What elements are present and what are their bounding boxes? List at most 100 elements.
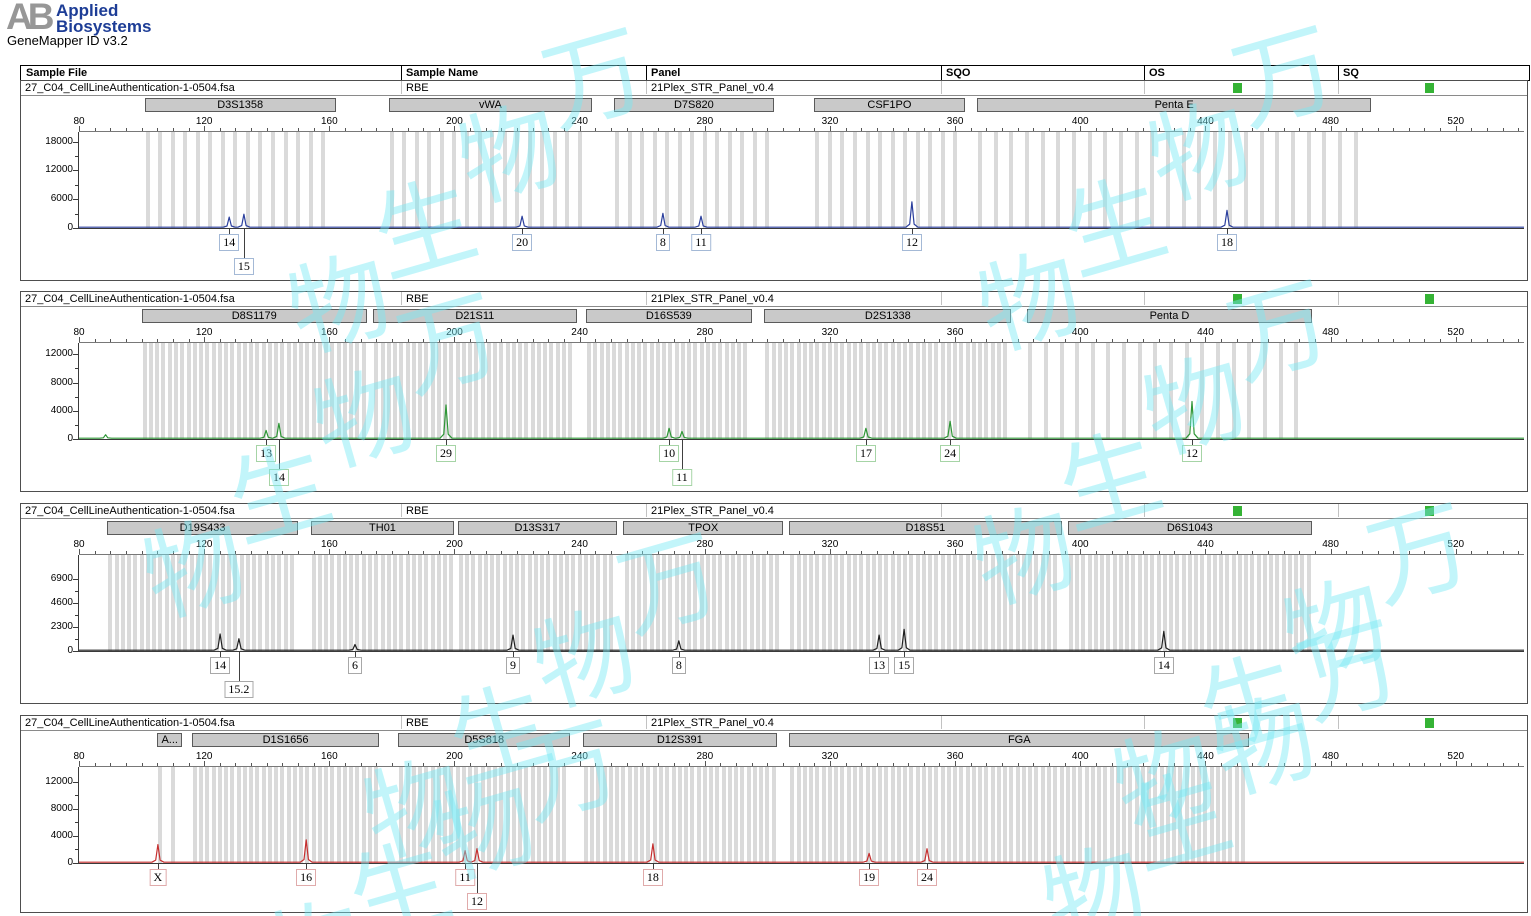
allele-bin-bar: [699, 555, 704, 651]
ruler-tick: [1205, 761, 1207, 766]
x-tick-label: 480: [1322, 327, 1339, 338]
allele-label[interactable]: 13: [869, 657, 890, 674]
ruler-tick: [485, 128, 487, 131]
sample-row[interactable]: 27_C04_CellLineAuthentication-1-0504.fsa…: [21, 716, 1527, 731]
allele-label[interactable]: 6: [347, 657, 362, 674]
allele-label[interactable]: 11: [455, 869, 475, 886]
allele-label[interactable]: 14: [219, 234, 240, 251]
allele-label[interactable]: 11: [691, 234, 711, 251]
allele-bin-bar: [953, 132, 958, 228]
electropherogram-trace[interactable]: [79, 767, 1524, 863]
allele-bin-bar: [821, 555, 826, 651]
ruler-tick: [1283, 763, 1285, 766]
allele-bin-bar: [827, 132, 832, 228]
allele-bin-bar: [261, 767, 266, 863]
allele-bin-bar: [405, 343, 410, 439]
allele-bin-bar: [721, 767, 726, 863]
allele-label[interactable]: 8: [655, 234, 670, 251]
allele-bin-bar: [195, 132, 200, 228]
allele-label[interactable]: 13: [256, 445, 277, 462]
allele-bin-bar: [230, 767, 235, 863]
allele-label[interactable]: 10: [659, 445, 680, 462]
allele-bin-bar: [978, 555, 983, 651]
allele-label[interactable]: 17: [855, 445, 876, 462]
allele-label[interactable]: 9: [505, 657, 520, 674]
allele-label[interactable]: 12: [1181, 445, 1202, 462]
allele-label[interactable]: 16: [296, 869, 317, 886]
allele-bin-bar: [1009, 767, 1014, 863]
allele-bin-bar: [355, 555, 360, 651]
allele-label[interactable]: 15.2: [224, 681, 254, 698]
x-tick-label: 400: [1071, 751, 1089, 762]
allele-label[interactable]: X: [149, 869, 167, 886]
y-tick: [73, 835, 78, 837]
ruler-tick: [1080, 549, 1082, 554]
allele-bin-bar: [249, 767, 254, 863]
marker-label: Penta D: [1027, 309, 1312, 323]
allele-label[interactable]: 15: [233, 258, 254, 275]
marker-label: D2S1338: [764, 309, 1012, 323]
allele-label[interactable]: 14: [210, 657, 231, 674]
allele-bin-bar: [762, 555, 767, 651]
allele-label[interactable]: 15: [894, 657, 915, 674]
allele-bin-bar: [590, 555, 595, 651]
ruler-tick: [1111, 551, 1113, 554]
allele-bin-bar: [549, 767, 554, 863]
column-divider: [941, 292, 942, 305]
ruler-tick: [157, 551, 159, 554]
ruler-tick: [829, 761, 831, 766]
allele-label[interactable]: 24: [940, 445, 961, 462]
allele-bin-bar: [220, 132, 225, 228]
allele-bin-bar: [1156, 555, 1161, 651]
allele-label[interactable]: 19: [859, 869, 880, 886]
allele-bin-bar: [1165, 767, 1170, 863]
allele-bin-bar: [640, 132, 645, 228]
x-tick-label: 360: [946, 751, 964, 762]
ruler-tick: [642, 339, 644, 342]
allele-label[interactable]: 12: [467, 893, 487, 910]
allele-label[interactable]: 29: [436, 445, 457, 462]
allele-bin-bar: [665, 767, 670, 863]
allele-label[interactable]: 18: [1217, 234, 1238, 251]
ruler-tick: [1048, 339, 1050, 342]
allele-bin-bar: [1337, 132, 1342, 228]
y-minor-tick: [75, 424, 78, 426]
sample-row[interactable]: 27_C04_CellLineAuthentication-1-0504.fsa…: [21, 81, 1527, 96]
allele-bin-bar: [330, 767, 335, 863]
allele-bin-bar: [705, 555, 710, 651]
electropherogram-trace[interactable]: [79, 555, 1524, 651]
allele-bin-bar: [195, 555, 200, 651]
ruler-tick: [204, 337, 206, 342]
allele-label[interactable]: 8: [671, 657, 686, 674]
x-axis-ruler: [79, 554, 1524, 555]
sample-row[interactable]: 27_C04_CellLineAuthentication-1-0504.fsa…: [21, 504, 1527, 519]
allele-label[interactable]: 14: [1153, 657, 1174, 674]
allele-label[interactable]: 14: [268, 469, 289, 486]
allele-label[interactable]: 18: [642, 869, 663, 886]
electropherogram-trace[interactable]: [79, 343, 1524, 439]
allele-bin-bar: [1291, 132, 1296, 228]
allele-bin-bar: [299, 343, 304, 439]
allele-bin-bar: [890, 343, 895, 439]
allele-bin-bar: [474, 343, 479, 439]
allele-bin-bar: [953, 767, 958, 863]
column-divider: [941, 66, 942, 80]
allele-bin-bar: [1072, 767, 1077, 863]
x-tick-label: 400: [1071, 116, 1089, 127]
allele-bin-bar: [953, 555, 958, 651]
ruler-tick: [1408, 339, 1410, 342]
ruler-tick: [845, 128, 847, 131]
allele-bin-bar: [1244, 555, 1249, 651]
allele-label[interactable]: 12: [901, 234, 922, 251]
sample-row[interactable]: 27_C04_CellLineAuthentication-1-0504.fsa…: [21, 292, 1527, 307]
ruler-tick: [188, 763, 190, 766]
ruler-tick: [955, 761, 957, 766]
allele-bin-bar: [928, 343, 933, 439]
allele-label[interactable]: 11: [672, 469, 692, 486]
allele-label[interactable]: 20: [512, 234, 533, 251]
marker-label: D3S1358: [144, 98, 336, 112]
allele-bin-bar: [749, 555, 754, 651]
x-tick-label: 120: [195, 327, 213, 338]
electropherogram-trace[interactable]: [79, 132, 1524, 228]
allele-label[interactable]: 24: [916, 869, 937, 886]
